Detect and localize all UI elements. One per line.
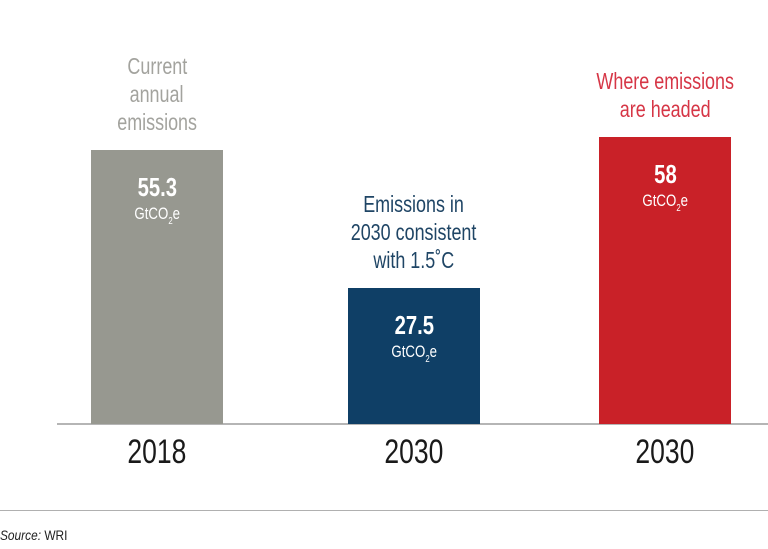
annotation-line: Current bbox=[37, 52, 277, 80]
unit-subscript: 2 bbox=[425, 353, 430, 365]
source-note: Source: WRI bbox=[0, 527, 79, 543]
bar-value: 58 bbox=[599, 159, 731, 189]
bar-value-label-2: 58 GtCO2e bbox=[599, 159, 731, 219]
annotation-line: emissions bbox=[37, 108, 277, 136]
annotation-line: 2030 consistent bbox=[294, 218, 534, 246]
x-tick-label-2: 2030 bbox=[565, 432, 765, 472]
source-label: Source: bbox=[0, 527, 42, 543]
bar-value-label-0: 55.3 GtCO2e bbox=[91, 172, 223, 232]
bar-annotation-2: Where emissions are headed bbox=[545, 67, 768, 123]
bar-value-text: 55.3 bbox=[137, 172, 177, 203]
unit-subscript: 2 bbox=[168, 216, 173, 228]
x-tick-text: 2030 bbox=[635, 433, 695, 471]
source-value: WRI bbox=[44, 527, 68, 543]
bar-0 bbox=[91, 150, 223, 424]
annotation-text: Where emissions bbox=[596, 67, 734, 94]
bar-value: 55.3 bbox=[91, 172, 223, 202]
bar-1 bbox=[348, 287, 480, 424]
bar-value: 27.5 bbox=[348, 310, 480, 340]
bar-unit: GtCO2e bbox=[348, 342, 480, 370]
annotation-text: 2030 consistent bbox=[351, 218, 477, 245]
x-axis-line bbox=[57, 423, 768, 425]
annotation-text: annual bbox=[130, 81, 184, 108]
bar-unit-text: GtCO2e bbox=[134, 204, 180, 228]
annotation-line: with 1.5˚C bbox=[294, 246, 534, 274]
bar-annotation-1: Emissions in 2030 consistent with 1.5˚C bbox=[294, 190, 534, 274]
annotation-text: Current bbox=[127, 53, 187, 80]
annotation-text: are headed bbox=[619, 95, 711, 122]
bar-value-text: 27.5 bbox=[394, 309, 434, 340]
x-tick-label-1: 2030 bbox=[314, 432, 514, 472]
annotation-text: with 1.5˚C bbox=[373, 246, 455, 273]
x-tick-text: 2030 bbox=[384, 433, 444, 471]
bar-unit: GtCO2e bbox=[91, 204, 223, 232]
bar-unit: GtCO2e bbox=[599, 191, 731, 219]
annotation-line: are headed bbox=[545, 95, 768, 123]
x-tick-text: 2018 bbox=[127, 433, 187, 471]
bar-2 bbox=[599, 136, 731, 424]
footer-divider bbox=[0, 510, 768, 511]
x-tick-label-0: 2018 bbox=[57, 432, 257, 472]
bar-value-label-1: 27.5 GtCO2e bbox=[348, 310, 480, 370]
unit-subscript: 2 bbox=[676, 202, 681, 214]
bar-unit-text: GtCO2e bbox=[642, 190, 688, 214]
annotation-line: Emissions in bbox=[294, 190, 534, 218]
annotation-line: annual bbox=[37, 80, 277, 108]
annotation-line: Where emissions bbox=[545, 67, 768, 95]
bar-value-text: 58 bbox=[653, 158, 677, 189]
annotation-text: Emissions in bbox=[363, 190, 465, 217]
bar-unit-text: GtCO2e bbox=[391, 341, 437, 365]
bar-annotation-0: Current annual emissions bbox=[37, 52, 277, 136]
annotation-text: emissions bbox=[117, 109, 197, 136]
